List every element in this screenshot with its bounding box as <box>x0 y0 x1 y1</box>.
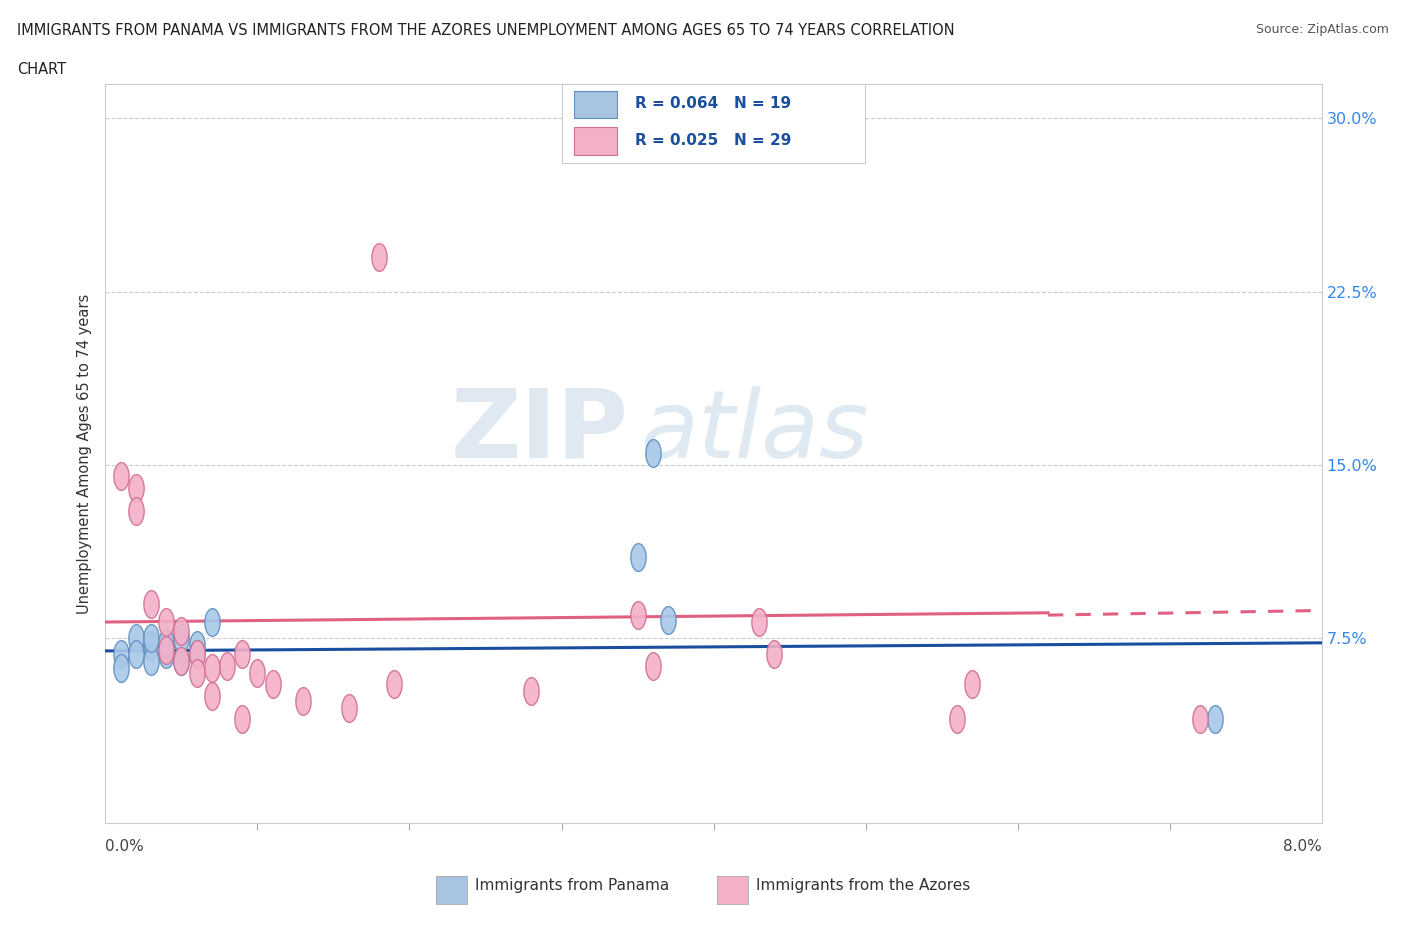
Point <box>657 612 679 627</box>
Point <box>139 654 162 669</box>
Text: Immigrants from Panama: Immigrants from Panama <box>475 878 669 893</box>
Point <box>246 666 269 681</box>
Point <box>186 666 208 681</box>
Text: IMMIGRANTS FROM PANAMA VS IMMIGRANTS FROM THE AZORES UNEMPLOYMENT AMONG AGES 65 : IMMIGRANTS FROM PANAMA VS IMMIGRANTS FRO… <box>17 23 955 38</box>
Point <box>186 647 208 662</box>
Point <box>641 445 664 460</box>
Point <box>110 661 132 676</box>
Point <box>945 711 967 726</box>
Text: atlas: atlas <box>641 386 869 477</box>
Point <box>170 654 193 669</box>
Point <box>139 638 162 653</box>
Point <box>626 607 648 622</box>
Point <box>110 469 132 484</box>
Point <box>1204 711 1226 726</box>
Point <box>217 658 239 673</box>
Point <box>125 647 148 662</box>
Point <box>139 631 162 645</box>
Text: 0.0%: 0.0% <box>105 839 145 854</box>
Point <box>186 647 208 662</box>
Point <box>231 647 253 662</box>
Point <box>125 631 148 645</box>
Point <box>1188 711 1211 726</box>
Point <box>763 647 786 662</box>
Point <box>125 504 148 519</box>
Point <box>155 647 177 662</box>
Point <box>170 624 193 639</box>
Text: CHART: CHART <box>17 62 66 77</box>
Point <box>960 677 983 692</box>
Point <box>170 654 193 669</box>
Point <box>201 661 224 676</box>
Point <box>125 481 148 496</box>
Point <box>139 596 162 611</box>
Point <box>231 711 253 726</box>
Point <box>155 635 177 650</box>
Y-axis label: Unemployment Among Ages 65 to 74 years: Unemployment Among Ages 65 to 74 years <box>77 293 93 614</box>
Point <box>520 684 543 698</box>
Point <box>337 700 360 715</box>
Point <box>382 677 405 692</box>
Text: R = 0.064   N = 19: R = 0.064 N = 19 <box>636 97 792 112</box>
Point <box>155 643 177 658</box>
Point <box>641 658 664 673</box>
Point <box>201 688 224 703</box>
Text: R = 0.025   N = 29: R = 0.025 N = 29 <box>636 133 792 148</box>
Text: Source: ZipAtlas.com: Source: ZipAtlas.com <box>1256 23 1389 36</box>
Point <box>186 638 208 653</box>
Point <box>155 643 177 658</box>
Point <box>155 615 177 630</box>
Point <box>748 615 770 630</box>
Point <box>626 550 648 565</box>
Point <box>292 693 315 708</box>
Point <box>110 647 132 662</box>
Text: Immigrants from the Azores: Immigrants from the Azores <box>756 878 970 893</box>
Text: 8.0%: 8.0% <box>1282 839 1322 854</box>
Point <box>368 249 391 264</box>
Point <box>262 677 284 692</box>
Text: ZIP: ZIP <box>450 385 628 478</box>
Point <box>170 631 193 645</box>
Bar <box>575 91 617 118</box>
Bar <box>575 127 617 155</box>
Point <box>201 615 224 630</box>
